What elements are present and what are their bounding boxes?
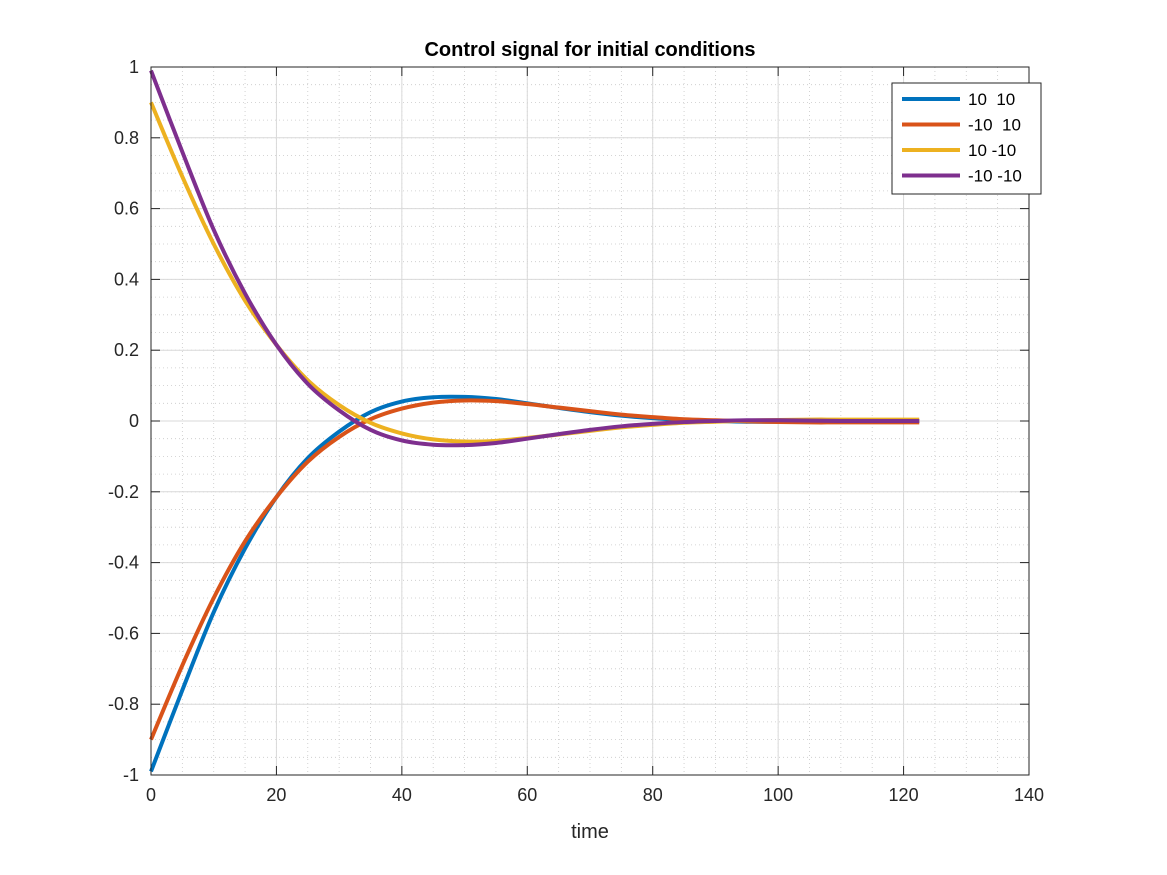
y-tick-label: -0.4 — [108, 553, 139, 573]
x-tick-label: 120 — [889, 785, 919, 805]
series-line-4 — [149, 69, 920, 448]
legend-label-3: 10 -10 — [968, 141, 1016, 160]
x-tick-label: 40 — [392, 785, 412, 805]
x-axis-label: time — [571, 821, 609, 843]
y-tick-label: -0.6 — [108, 623, 139, 643]
x-tick-label: 80 — [643, 785, 663, 805]
y-tick-label: -1 — [123, 765, 139, 785]
y-tick-label: 0.4 — [114, 269, 139, 289]
x-tick-label: 0 — [146, 785, 156, 805]
legend: 10 10 -10 10 10 -10 -10 -10 — [891, 82, 1042, 195]
legend-label-1: 10 10 — [968, 90, 1015, 109]
y-tick-label: 0.2 — [114, 340, 139, 360]
x-tick-label: 140 — [1014, 785, 1044, 805]
x-tick-labels: 0 20 40 60 80 100 120 140 — [146, 785, 1044, 805]
legend-label-2: -10 10 — [968, 116, 1021, 135]
chart-title: Control signal for initial conditions — [424, 39, 755, 61]
plot-area — [149, 66, 1030, 776]
legend-label-4: -10 -10 — [968, 167, 1022, 186]
y-tick-label: 0.6 — [114, 199, 139, 219]
axis-ticks — [150, 66, 1030, 776]
y-tick-label: 0.8 — [114, 128, 139, 148]
series-lines — [149, 69, 920, 773]
x-tick-label: 100 — [763, 785, 793, 805]
x-tick-label: 60 — [517, 785, 537, 805]
y-tick-label: -0.8 — [108, 694, 139, 714]
x-tick-label: 20 — [266, 785, 286, 805]
y-tick-label: -0.2 — [108, 482, 139, 502]
y-tick-label: 0 — [129, 411, 139, 431]
y-tick-labels: -1 -0.8 -0.6 -0.4 -0.2 0 0.2 0.4 0.6 0.8 1 — [108, 57, 139, 785]
y-tick-label: 1 — [129, 57, 139, 77]
